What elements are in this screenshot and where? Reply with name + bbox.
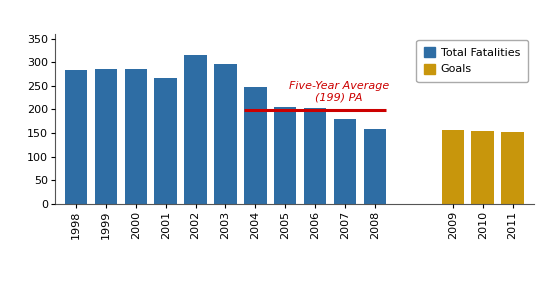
Bar	[95, 69, 117, 204]
Bar	[334, 119, 356, 204]
Bar	[214, 64, 236, 204]
Bar	[65, 70, 87, 204]
Bar	[274, 107, 296, 204]
Legend: Total Fatalities, Goals: Total Fatalities, Goals	[416, 40, 528, 82]
Bar	[124, 69, 147, 204]
Bar	[364, 129, 386, 204]
Bar	[304, 108, 326, 204]
Bar	[155, 78, 177, 204]
Bar	[471, 131, 494, 204]
Bar	[442, 130, 464, 204]
Bar	[184, 55, 207, 204]
Bar	[244, 87, 267, 204]
Text: Five-Year Average
(199) PA: Five-Year Average (199) PA	[289, 81, 389, 103]
Bar	[502, 132, 524, 204]
